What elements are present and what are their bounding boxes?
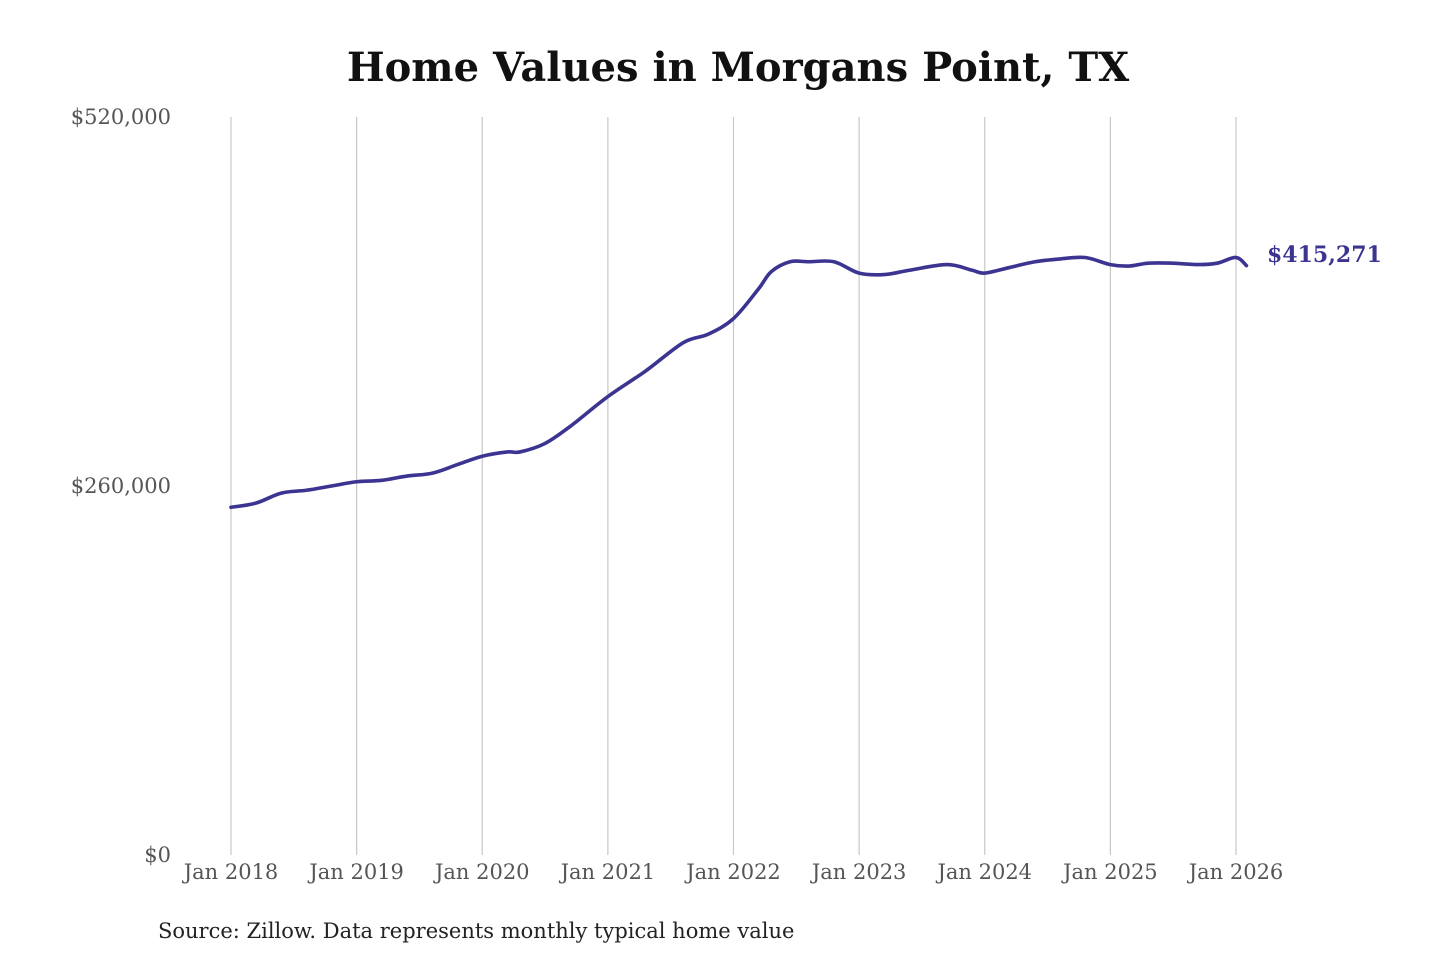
series-line-home-value — [229, 255, 1249, 510]
x-axis-ticks: Jan 2018 Jan 2019 Jan 2020 Jan 2021 Jan 2022… — [182, 860, 1284, 884]
y-tick-label: $0 — [144, 843, 171, 867]
x-tick-label: Jan 2021 — [559, 860, 656, 884]
x-tick-label: Jan 2026 — [1187, 860, 1284, 884]
y-axis-ticks: $0 $260,000 $520,000 — [71, 105, 171, 867]
x-tick-label: Jan 2023 — [810, 860, 907, 884]
gridlines — [230, 117, 1237, 855]
series-layer — [229, 255, 1249, 510]
x-tick-label: Jan 2020 — [433, 860, 530, 884]
x-tick-label: Jan 2019 — [307, 860, 404, 884]
x-tick-label: Jan 2022 — [684, 860, 781, 884]
chart-title: Home Values in Morgans Point, TX — [347, 44, 1129, 91]
x-tick-label: Jan 2018 — [182, 860, 279, 884]
source-note: Source: Zillow. Data represents monthly … — [158, 919, 794, 943]
y-tick-label: $520,000 — [71, 105, 171, 129]
y-tick-label: $260,000 — [71, 474, 171, 498]
x-tick-label: Jan 2025 — [1061, 860, 1158, 884]
end-value-label: $415,271 — [1267, 242, 1382, 268]
x-tick-label: Jan 2024 — [935, 860, 1032, 884]
